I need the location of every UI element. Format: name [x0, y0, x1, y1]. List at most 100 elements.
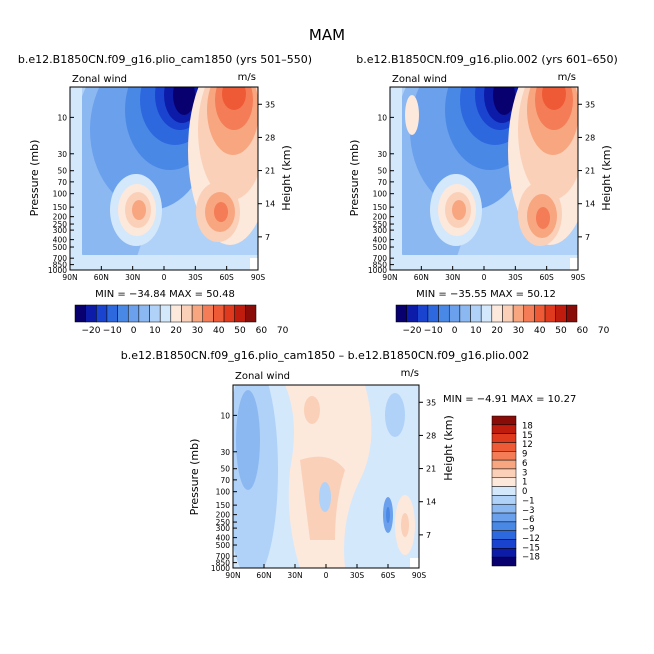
- colorbar-label: 20: [170, 326, 182, 336]
- colorbar-box: [223, 304, 235, 323]
- panel-b-field: [390, 87, 578, 270]
- colorbar-box: [502, 304, 514, 323]
- pressure-tick-label: 500: [216, 541, 231, 550]
- lat-tick-label: 60N: [94, 273, 109, 282]
- lat-tick-label: 0: [324, 571, 329, 580]
- colorbar-box: [544, 304, 556, 323]
- pressure-tick-label: 10: [377, 113, 387, 122]
- colorbar-box: [202, 304, 214, 323]
- lat-tick-label: 60S: [381, 571, 396, 580]
- pressure-tick-label: 250: [53, 220, 68, 229]
- pressure-tick-label: 850: [373, 261, 388, 270]
- colorbar-box: [480, 304, 493, 323]
- colorbar-label: 50: [234, 326, 246, 336]
- lat-tick-label: 0: [162, 273, 167, 282]
- colorbar-box: [491, 415, 517, 426]
- lat-tick-label: 60S: [220, 273, 235, 282]
- colorbar-label: 60: [577, 326, 589, 336]
- lat-tick-label: 90N: [62, 273, 77, 282]
- pressure-tick-label: 250: [216, 518, 231, 527]
- colorbar-box: [491, 503, 517, 514]
- colorbar-box: [245, 304, 257, 323]
- lat-tick-label: 90S: [412, 571, 427, 580]
- colorbar-label: −20: [81, 326, 100, 336]
- figure-title: MAM: [309, 26, 345, 44]
- panel-diff-title: b.e12.B1850CN.f09_g16.plio_cam1850 – b.e…: [121, 349, 530, 362]
- pressure-tick-label: 30: [377, 150, 387, 159]
- pressure-tick-label: 500: [53, 243, 68, 252]
- pressure-tick-label: 30: [57, 150, 67, 159]
- colorbar-label: −1: [522, 496, 535, 506]
- colorbar-label: −10: [424, 326, 443, 336]
- colorbar-label: 3: [522, 468, 527, 478]
- colorbar-box: [395, 304, 407, 323]
- panel-a-field: [70, 87, 258, 270]
- height-tick-label: 14: [585, 200, 595, 209]
- colorbar-box: [491, 521, 517, 531]
- colorbar-label: 50: [555, 326, 567, 336]
- height-tick-label: 7: [426, 531, 431, 540]
- lat-tick-label: 60N: [414, 273, 429, 282]
- panel-diff: b.e12.B1850CN.f09_g16.plio_cam1850 – b.e…: [121, 349, 577, 580]
- lat-tick-label: 30N: [287, 571, 302, 580]
- panel-b: b.e12.B1850CN.f09_g16.plio.002 (yrs 601–…: [348, 53, 618, 336]
- colorbar-label: 1: [522, 478, 527, 488]
- lat-tick-label: 30N: [125, 273, 140, 282]
- colorbar-box: [427, 304, 439, 323]
- colorbar-box: [181, 304, 193, 323]
- pressure-tick-label: 300: [216, 524, 231, 533]
- colorbar-box: [149, 304, 161, 323]
- colorbar-label: 12: [522, 440, 533, 450]
- height-tick-label: 14: [265, 200, 275, 209]
- colorbar-box: [417, 304, 429, 323]
- pressure-tick-label: 70: [57, 178, 67, 187]
- colorbar-box: [555, 304, 567, 323]
- colorbar-label: −18: [522, 553, 540, 563]
- colorbar-box: [138, 304, 150, 323]
- lat-tick-label: 90S: [251, 273, 266, 282]
- colorbar-label: −15: [522, 543, 540, 553]
- colorbar-box: [491, 459, 517, 470]
- colorbar-box: [459, 304, 471, 323]
- panel-b-right-label: m/s: [558, 72, 576, 83]
- colorbar-label: 15: [522, 431, 533, 441]
- colorbar-label: −3: [522, 506, 535, 516]
- colorbar-box: [491, 424, 517, 434]
- panel-a-ylabel: Pressure (mb): [28, 140, 41, 217]
- pressure-tick-label: 100: [216, 488, 231, 497]
- colorbar-label: 0: [452, 326, 458, 336]
- pressure-tick-label: 70: [377, 178, 387, 187]
- panel-b-title: b.e12.B1850CN.f09_g16.plio.002 (yrs 601–…: [356, 53, 618, 66]
- colorbar-label: 70: [277, 326, 289, 336]
- colorbar-label: 30: [192, 326, 204, 336]
- colorbar-label: 10: [470, 326, 482, 336]
- colorbar-box: [106, 304, 118, 323]
- panel-b-stats: MIN = −35.55 MAX = 50.12: [416, 289, 556, 300]
- pressure-tick-label: 700: [216, 552, 231, 561]
- pressure-tick-label: 50: [57, 167, 67, 176]
- height-tick-label: 28: [585, 133, 595, 142]
- pressure-tick-label: 1000: [48, 266, 67, 275]
- lat-tick-label: 0: [482, 273, 487, 282]
- panel-a-title: b.e12.B1850CN.f09_g16.plio_cam1850 (yrs …: [18, 53, 312, 66]
- lat-tick-label: 30N: [445, 273, 460, 282]
- pressure-tick-label: 500: [373, 243, 388, 252]
- pressure-tick-label: 700: [373, 254, 388, 263]
- pressure-tick-label: 50: [220, 465, 230, 474]
- colorbar-box: [159, 304, 172, 323]
- colorbar-box: [470, 304, 482, 323]
- colorbar-label: −20: [402, 326, 421, 336]
- colorbar-box: [491, 433, 517, 443]
- panel-diff-left-label: Zonal wind: [235, 371, 290, 382]
- height-tick-label: 21: [426, 465, 436, 474]
- colorbar-label: 20: [491, 326, 503, 336]
- pressure-tick-label: 70: [220, 476, 230, 485]
- pressure-tick-label: 400: [216, 534, 231, 543]
- height-tick-label: 35: [426, 398, 436, 407]
- colorbar-box: [127, 304, 140, 323]
- colorbar-label: 9: [522, 450, 527, 460]
- colorbar-box: [491, 556, 517, 567]
- colorbar-box: [191, 304, 204, 323]
